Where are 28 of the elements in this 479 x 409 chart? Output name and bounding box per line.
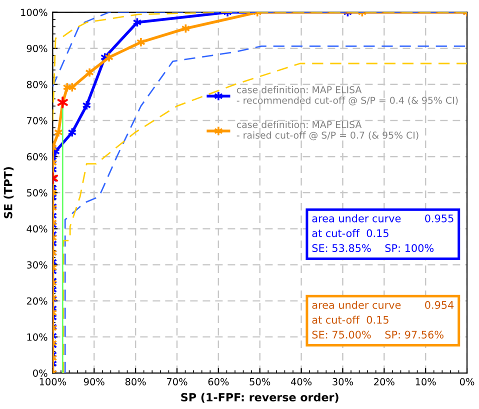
y-tick-label: 100% (21, 8, 48, 16)
y-axis-title: SE (TPT) (4, 167, 14, 218)
x-tick-label: 100% (40, 378, 66, 386)
legend-label: case definition: MAP ELISA - raised cut-off @ S/P = 0.7 (& 95% CI) (236, 120, 418, 140)
y-tick-label: 20% (26, 297, 48, 305)
x-tick-label: 90% (84, 378, 104, 386)
legend-label: case definition: MAP ELISA - recommended cut-off @ S/P = 0.4 (& 95% CI) (236, 86, 458, 106)
x-tick-label: 10% (416, 378, 436, 386)
x-tick-label: 70% (166, 378, 188, 386)
y-tick-label: 30% (26, 261, 48, 269)
x-tick-label: 30% (332, 378, 353, 386)
x-tick-label: 0% (460, 378, 474, 386)
x-tick-label: 50% (250, 378, 270, 386)
y-tick-label: 50% (26, 189, 48, 196)
x-tick-label: 80% (125, 378, 146, 386)
x-axis-title: SP (1-FPF: reverse order) (181, 392, 338, 403)
y-tick-label: 0% (33, 369, 48, 377)
x-tick-label: 40% (290, 378, 312, 386)
y-tick-label: 10% (27, 333, 48, 341)
y-tick-label: 70% (27, 116, 48, 124)
x-tick-label: 60% (208, 378, 229, 386)
annotation: area under curve 0.954 at cut-off 0.15 SE: 75.00% SP: 97.56% (312, 300, 454, 339)
y-tick-label: 90% (26, 44, 48, 52)
x-tick-label: 20% (374, 378, 394, 386)
y-tick-label: 80% (26, 80, 48, 88)
y-tick-label: 60% (26, 153, 48, 160)
y-tick-label: 40% (26, 225, 48, 233)
annotation: area under curve 0.955 at cut-off 0.15 SE: 53.85% SP: 100% (312, 214, 454, 252)
